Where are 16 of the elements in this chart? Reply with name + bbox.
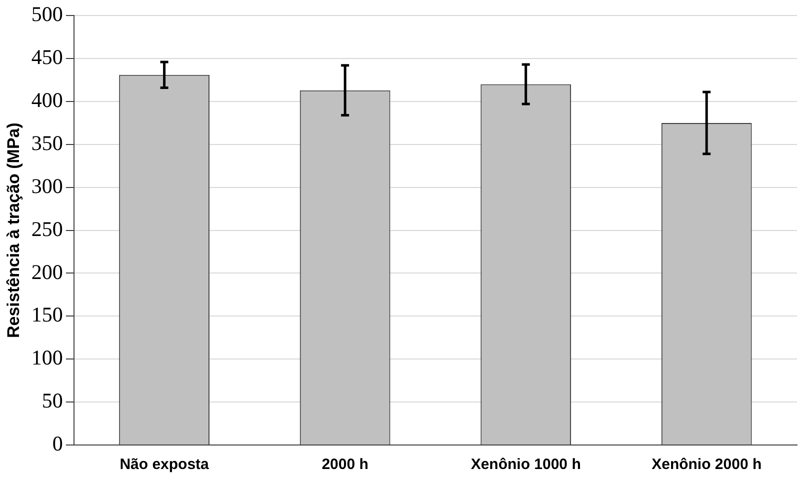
y-tick-label: 500: [31, 2, 63, 26]
y-tick-label: 0: [52, 432, 63, 456]
y-tick-label: 300: [31, 174, 63, 198]
x-tick-label: 2000 h: [322, 456, 368, 474]
y-tick-label: 50: [42, 388, 63, 413]
x-tick-label: Xenônio 2000 h: [652, 456, 762, 474]
y-tick-label: 250: [31, 216, 63, 241]
y-tick-label: 200: [31, 260, 63, 284]
y-tick-label: 150: [31, 302, 63, 327]
y-tick-label: 450: [31, 45, 63, 70]
x-tick-label: Xenônio 1000 h: [470, 456, 581, 474]
y-axis-title: Resistência à tração (MPa): [4, 122, 23, 338]
y-tick-label: 100: [31, 346, 63, 370]
y-tick-label: 350: [31, 130, 63, 155]
y-tick-label: 400: [31, 88, 63, 112]
x-tick-label: Não exposta: [120, 456, 210, 474]
